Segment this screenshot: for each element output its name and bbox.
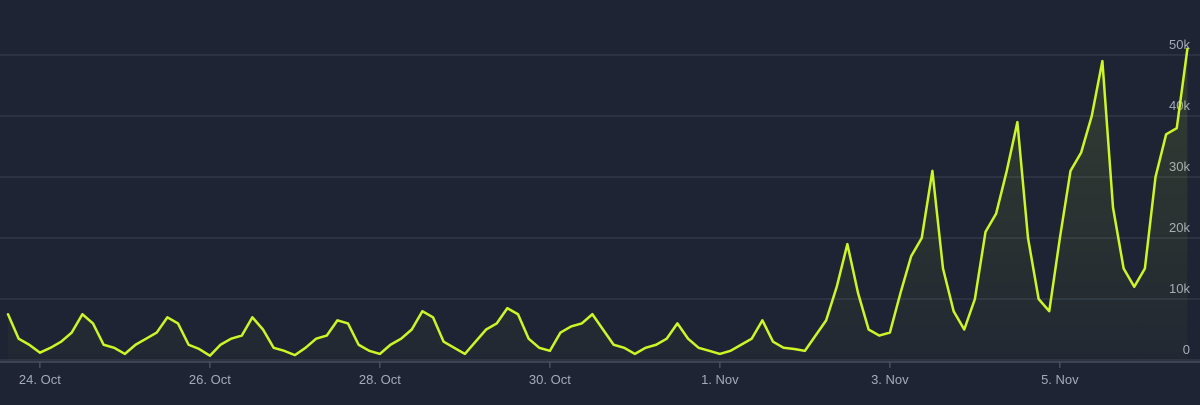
- x-tick-label: 5. Nov: [1041, 372, 1079, 387]
- line: [6, 47, 1189, 357]
- x-tick-label: 30. Oct: [529, 372, 571, 387]
- x-tick-label: 3. Nov: [871, 372, 909, 387]
- x-tick-label: 26. Oct: [189, 372, 231, 387]
- area: [8, 48, 1188, 361]
- x-tick-label: 1. Nov: [701, 372, 739, 387]
- x-tick-label: 28. Oct: [359, 372, 401, 387]
- y-tick-label: 50k: [1169, 37, 1190, 52]
- x-tick-label: 24. Oct: [19, 372, 61, 387]
